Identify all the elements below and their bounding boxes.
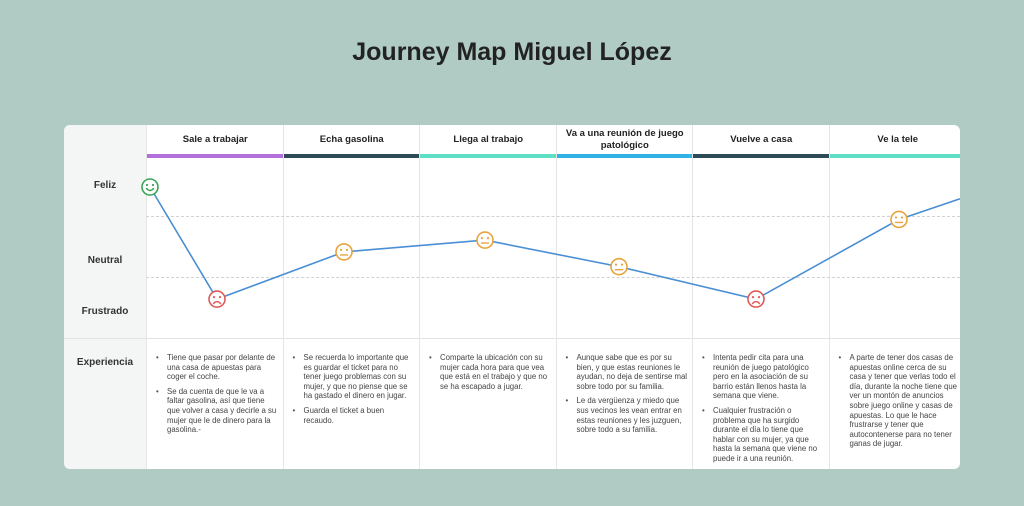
stage-color-bar (283, 154, 420, 158)
stage-color-bar (693, 154, 830, 158)
experience-note: Aunque sabe que es por su bien, y que es… (566, 353, 690, 391)
stage-title: Echa gasolina (319, 133, 384, 145)
stage-column-5: Vuelve a casa Intenta pedir cita para una… (692, 125, 830, 469)
stage-column-3: Llega al trabajo Comparte la ubicación co… (419, 125, 557, 469)
experience-note: Guarda el ticket a buen recaudo. (293, 406, 417, 425)
row-label-neutral: Neutral (87, 255, 123, 266)
experience-note: Comparte la ubicación con su mujer cada … (429, 353, 553, 391)
stage-color-bar (556, 154, 693, 158)
experience-notes: Tiene que pasar por delante de una casa … (153, 353, 280, 440)
experience-notes: Comparte la ubicación con su mujer cada … (426, 353, 553, 396)
row-label-happy: Feliz (93, 180, 117, 191)
experience-notes: A parte de tener dos casas de apuestas o… (836, 353, 961, 454)
emotion-point-neutral-icon (476, 231, 494, 249)
stage-color-bar (829, 154, 960, 158)
experience-note: Le da vergüenza y miedo que sus vecinos … (566, 396, 690, 434)
emotion-point-sad-icon (747, 290, 765, 308)
stage-title: Llega al trabajo (453, 133, 524, 145)
stage-title: Va a una reunión de juego patológico (565, 127, 684, 151)
experience-notes: Aunque sabe que es por su bien, y que es… (563, 353, 690, 440)
experience-note: Tiene que pasar por delante de una casa … (156, 353, 280, 382)
stage-column-2: Echa gasolina Se recuerda lo importante q… (282, 125, 420, 469)
emotion-point-neutral-icon (335, 243, 353, 261)
experience-note: Se recuerda lo importante que es guardar… (293, 353, 417, 401)
emotion-curve-chart (141, 178, 960, 308)
emotion-point-neutral-icon (610, 257, 628, 276)
page-title: Journey Map Miguel López (352, 38, 672, 66)
emotion-point-neutral-icon (890, 210, 908, 229)
grid-line-upper (146, 216, 960, 217)
stage-color-bar (147, 154, 284, 158)
emotion-curve-line (149, 186, 960, 301)
experience-note: Se da cuenta de que le va a faltar gasol… (156, 387, 280, 435)
stage-column-6: Ve la tele A parte de tener dos casas de … (828, 125, 961, 469)
row-label-experience: Experiencia (76, 357, 134, 368)
experience-divider (64, 338, 960, 339)
experience-notes: Intenta pedir cita para una reunión de j… (699, 353, 826, 469)
journey-map-card: Feliz Neutral Frustrado Experiencia Sale… (64, 125, 960, 469)
grid-line-lower (146, 277, 960, 278)
experience-note: A parte de tener dos casas de apuestas o… (839, 353, 961, 449)
row-label-frustrated: Frustrado (81, 306, 129, 317)
stage-title: Sale a trabajar (182, 133, 248, 145)
experience-note: Intenta pedir cita para una reunión de j… (702, 353, 826, 401)
emotion-point-sad-icon (208, 290, 226, 308)
emotion-point-happy-icon (141, 178, 159, 196)
row-label-column (64, 125, 146, 469)
stage-title: Ve la tele (877, 133, 919, 145)
experience-notes: Se recuerda lo importante que es guardar… (290, 353, 417, 430)
experience-note: Cualquier frustración o problema que ha … (702, 406, 826, 464)
stage-color-bar (420, 154, 557, 158)
stage-title: Vuelve a casa (730, 133, 793, 145)
stage-column-1: Sale a trabajar Tiene que pasar por delan… (146, 125, 284, 469)
stage-column-4: Va a una reunión de juego patológico Aunq… (555, 125, 693, 469)
